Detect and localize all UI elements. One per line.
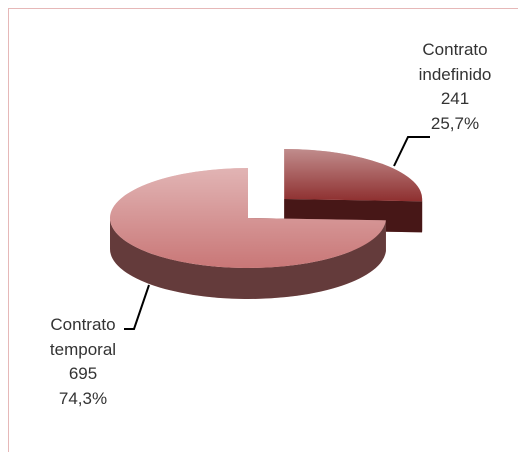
slice-shine [284, 149, 423, 202]
slice-side-shade [110, 218, 386, 300]
value-label: 241 [440, 89, 470, 108]
leader-line [393, 136, 430, 167]
leader-line [124, 284, 150, 330]
data-label: Contrato temporal 695 74,3% [28, 313, 138, 411]
data-label: Contrato indefinido 241 25,7% [400, 38, 510, 136]
percent-label: 25,7% [430, 113, 480, 133]
value-label: 695 [68, 364, 98, 383]
category-label: Contrato temporal [49, 315, 117, 359]
percent-label: 74,3% [58, 388, 108, 408]
pie [110, 149, 423, 300]
category-label: Contrato indefinido [418, 40, 492, 84]
frame [8, 8, 518, 452]
slice-shine [110, 168, 386, 268]
